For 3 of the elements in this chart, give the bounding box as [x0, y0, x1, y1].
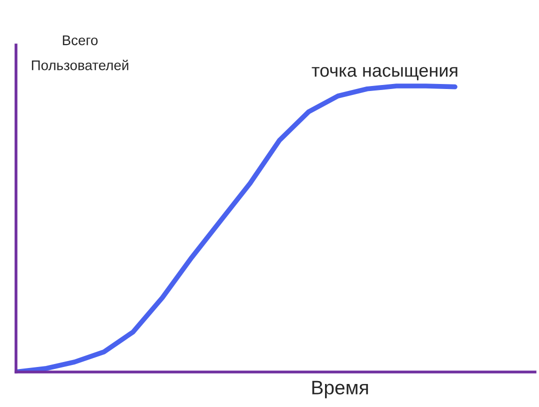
y-axis-title: Всего Пользователей — [32, 36, 128, 70]
x-axis-title: Время — [312, 380, 368, 398]
text: точка насыщения — [312, 66, 458, 80]
